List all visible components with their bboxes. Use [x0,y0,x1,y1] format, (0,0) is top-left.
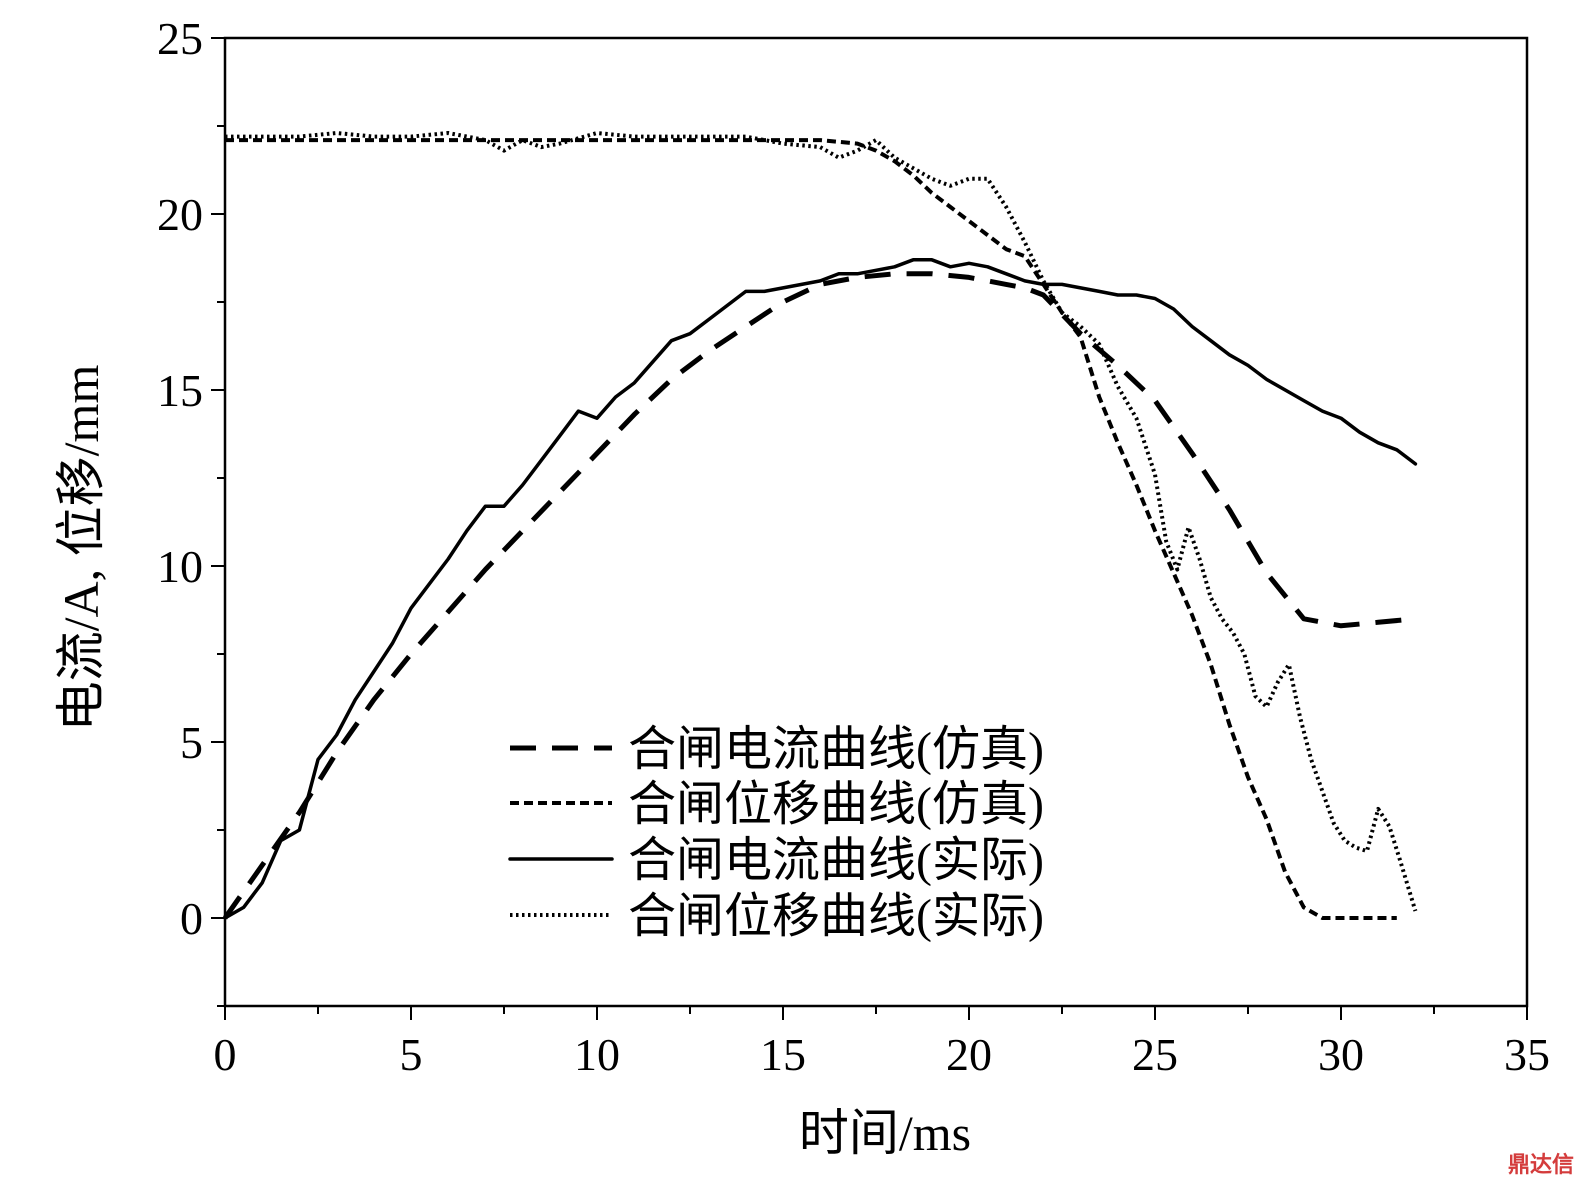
legend-label: 合闸位移曲线(实际) [628,890,1044,943]
series-line-4 [225,131,1418,912]
y-tick-label: 0 [180,893,203,944]
y-tick-label: 25 [157,13,203,64]
axis-ticks [211,37,1528,1020]
legend: 合闸电流曲线(仿真)合闸位移曲线(仿真)合闸电流曲线(实际)合闸位移曲线(实际) [508,723,1044,943]
x-axis-title: 时间/ms [799,1105,971,1161]
x-tick-label: 35 [1504,1029,1550,1080]
x-tick-label: 15 [760,1029,806,1080]
series-line-1 [222,271,1416,920]
series-line-3 [223,258,1418,920]
legend-label: 合闸电流曲线(实际) [628,834,1044,887]
y-tick-label: 10 [157,541,203,592]
x-tick-label: 20 [946,1029,992,1080]
y-tick-labels: 0 5 10 15 20 25 [157,13,203,944]
x-tick-label: 0 [214,1029,237,1080]
watermark-text: 鼎达信 [1508,1152,1574,1178]
legend-label: 合闸电流曲线(仿真) [628,723,1044,776]
x-tick-label: 5 [400,1029,423,1080]
x-tick-label: 30 [1318,1029,1364,1080]
y-axis-title: 电流/A, 位移/mm [53,365,109,732]
y-tick-label: 5 [180,717,203,768]
legend-label: 合闸位移曲线(仿真) [628,778,1044,831]
x-tick-label: 25 [1132,1029,1178,1080]
series-lines [222,131,1418,920]
x-tick-label: 10 [574,1029,620,1080]
y-tick-label: 15 [157,365,203,416]
y-tick-label: 20 [157,189,203,240]
x-tick-labels: 0 5 10 15 20 25 30 35 [214,1029,1551,1080]
series-line-2 [225,138,1397,920]
